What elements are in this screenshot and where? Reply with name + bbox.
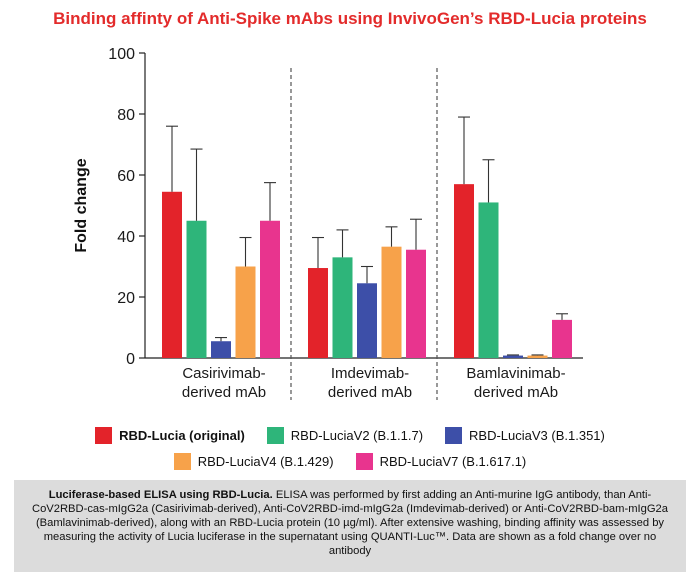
chart-title: Binding affinty of Anti-Spike mAbs using… — [53, 9, 647, 28]
y-tick-label: 80 — [117, 107, 135, 124]
x-tick-label: Casirivimab- — [182, 365, 265, 382]
legend-item-v7: RBD-LuciaV7 (B.1.617.1) — [355, 453, 527, 470]
legend-swatch — [173, 453, 191, 470]
x-tick-label: derived mAb — [328, 384, 412, 401]
legend-label: RBD-LuciaV4 (B.1.429) — [197, 454, 334, 469]
y-tick-label: 60 — [117, 168, 135, 185]
legend-item-v3: RBD-LuciaV3 (B.1.351) — [445, 427, 605, 444]
bar — [406, 249, 426, 358]
legend-swatch — [355, 453, 373, 470]
caption-text: ELISA was performed by first adding an A… — [31, 489, 668, 557]
legend-row-1: RBD-Lucia (original) RBD-LuciaV2 (B.1.1.… — [0, 427, 700, 444]
x-tick-label: derived mAb — [182, 384, 266, 401]
bar — [454, 184, 474, 358]
legend-swatch — [445, 427, 463, 444]
bar — [260, 220, 280, 358]
bar — [332, 257, 353, 358]
x-tick-label: Bamlavinimab- — [466, 365, 565, 382]
legend-label: RBD-LuciaV2 (B.1.1.7) — [290, 428, 424, 443]
legend-item-rbd-lucia: RBD-Lucia (original) — [95, 427, 245, 444]
bar — [527, 355, 548, 358]
bar-chart: 0 20 40 60 80 100 Fold change Casirivimab-deriv… — [73, 46, 583, 401]
bar — [186, 220, 207, 358]
y-tick-label: 100 — [108, 46, 135, 63]
bar — [357, 283, 377, 358]
legend-swatch — [266, 427, 284, 444]
y-tick-label: 0 — [126, 351, 135, 368]
bar — [503, 355, 523, 358]
caption-bold: Luciferase-based ELISA using RBD-Lucia. — [48, 489, 273, 501]
bar — [478, 202, 499, 358]
bar — [211, 341, 231, 358]
legend-swatch — [95, 427, 113, 444]
bar — [162, 191, 182, 358]
bar — [381, 246, 402, 358]
legend-item-v4: RBD-LuciaV4 (B.1.429) — [173, 453, 334, 470]
legend-row-2: RBD-LuciaV4 (B.1.429) RBD-LuciaV7 (B.1.6… — [0, 453, 700, 470]
y-tick-label: 20 — [117, 290, 135, 307]
x-tick-label: Imdevimab- — [331, 365, 409, 382]
legend-item-v2: RBD-LuciaV2 (B.1.1.7) — [266, 427, 424, 444]
legend-label: RBD-LuciaV7 (B.1.617.1) — [379, 454, 527, 469]
legend-label: RBD-LuciaV3 (B.1.351) — [469, 428, 605, 443]
y-tick-label: 40 — [117, 229, 135, 246]
bar — [552, 319, 572, 358]
bar — [308, 268, 328, 358]
legend-label: RBD-Lucia (original) — [119, 428, 245, 443]
figure-caption: Luciferase-based ELISA using RBD-Lucia. … — [14, 480, 686, 572]
y-axis-label: Fold change — [73, 158, 90, 252]
x-tick-label: derived mAb — [474, 384, 558, 401]
bar — [235, 266, 256, 358]
